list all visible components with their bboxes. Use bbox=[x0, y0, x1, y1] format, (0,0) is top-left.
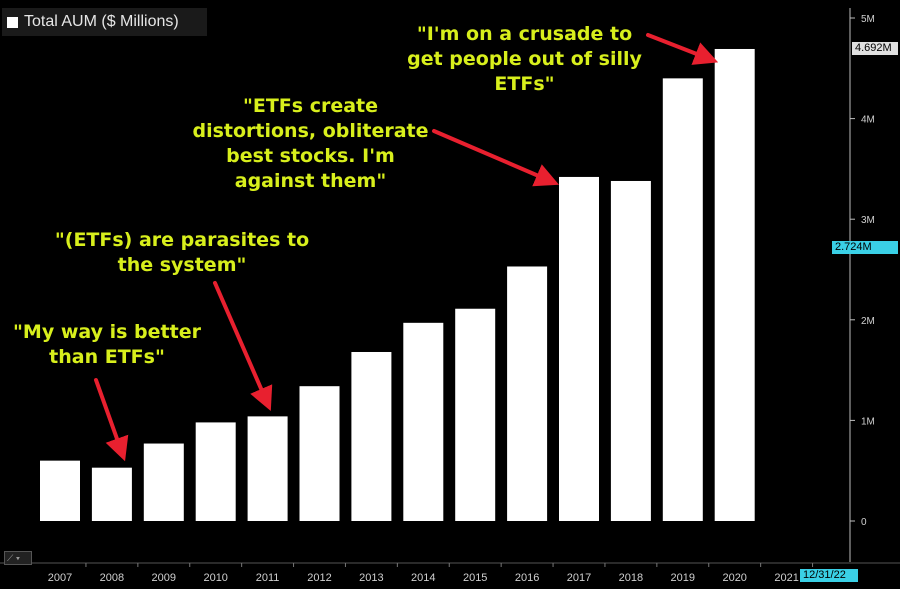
annotation-distortions-line-3: best stocks. I'm bbox=[226, 145, 395, 167]
y-tick-label: 2M bbox=[861, 316, 875, 327]
bar bbox=[40, 460, 80, 521]
arrow-parasites bbox=[213, 281, 273, 412]
annotation-crusade-line-3: ETFs" bbox=[494, 73, 555, 95]
bar bbox=[247, 416, 288, 521]
x-tick-label: 2019 bbox=[671, 572, 695, 584]
bar bbox=[610, 180, 651, 522]
x-tick-label: 2013 bbox=[359, 572, 383, 584]
legend-swatch bbox=[7, 16, 18, 28]
bar bbox=[507, 266, 548, 521]
x-tick-label: 2010 bbox=[203, 572, 227, 584]
x-tick-label: 2020 bbox=[722, 572, 746, 584]
bar bbox=[143, 443, 184, 521]
annotation-better-line-2: than ETFs" bbox=[49, 346, 165, 368]
bar bbox=[714, 48, 755, 521]
annotation-crusade-line-2: get people out of silly bbox=[407, 48, 642, 70]
bar bbox=[455, 308, 496, 521]
x-tick-label: 2018 bbox=[619, 572, 643, 584]
arrow-distortions bbox=[432, 129, 560, 187]
bar bbox=[299, 386, 340, 521]
y-tick-label: 3M bbox=[861, 215, 875, 226]
bar bbox=[403, 322, 444, 521]
x-tick-label: 2015 bbox=[463, 572, 487, 584]
annotation-parasites: "(ETFs) are parasites to the system" bbox=[42, 228, 322, 278]
bar bbox=[195, 422, 236, 521]
x-tick-label: 2016 bbox=[515, 572, 539, 584]
y-tick-label: 4M bbox=[861, 115, 875, 126]
legend-label: Total AUM ($ Millions) bbox=[24, 13, 179, 30]
bar bbox=[559, 176, 599, 521]
x-tick-label: 2017 bbox=[567, 572, 591, 584]
x-tick-label: 2009 bbox=[152, 572, 176, 584]
line-chart-icon: ⟋ ▾ bbox=[7, 553, 21, 563]
x-tick-label: 2011 bbox=[256, 572, 280, 584]
arrow-better bbox=[94, 378, 129, 462]
y-tick-label: 1M bbox=[861, 416, 875, 427]
y-tick-label: 0 bbox=[861, 517, 867, 528]
bar bbox=[91, 467, 132, 521]
bar bbox=[662, 78, 703, 522]
x-tick-label: 2021 bbox=[774, 572, 798, 584]
annotation-parasites-line-1: "(ETFs) are parasites to bbox=[54, 229, 310, 251]
legend: Total AUM ($ Millions) bbox=[2, 8, 207, 36]
annotation-parasites-line-2: the system" bbox=[117, 254, 247, 276]
reference-value-tag: 2.724M bbox=[832, 241, 898, 254]
chart-type-selector-button[interactable]: ⟋ ▾ bbox=[4, 551, 32, 565]
date-tag: 12/31/22 bbox=[800, 569, 858, 582]
annotation-distortions-line-2: distortions, obliterate bbox=[192, 120, 429, 142]
x-tick-label: 2012 bbox=[307, 572, 331, 584]
annotation-distortions-line-4: against them" bbox=[234, 170, 387, 192]
annotation-better-line-1: "My way is better bbox=[13, 321, 201, 343]
x-tick-label: 2007 bbox=[48, 572, 72, 584]
x-tick-label: 2008 bbox=[100, 572, 124, 584]
arrow-crusade bbox=[646, 33, 719, 65]
bar bbox=[351, 351, 392, 521]
annotation-better: "My way is better than ETFs" bbox=[2, 320, 212, 370]
annotation-crusade-line-1: "I'm on a crusade to bbox=[416, 23, 633, 45]
x-tick-label: 2014 bbox=[411, 572, 435, 584]
annotation-distortions: "ETFs create distortions, obliterate bes… bbox=[178, 94, 443, 194]
annotation-distortions-line-1: "ETFs create bbox=[242, 95, 379, 117]
annotation-crusade: "I'm on a crusade to get people out of s… bbox=[392, 22, 657, 97]
last-value-tag: 4.692M bbox=[852, 42, 898, 55]
y-tick-label: 5M bbox=[861, 14, 875, 25]
